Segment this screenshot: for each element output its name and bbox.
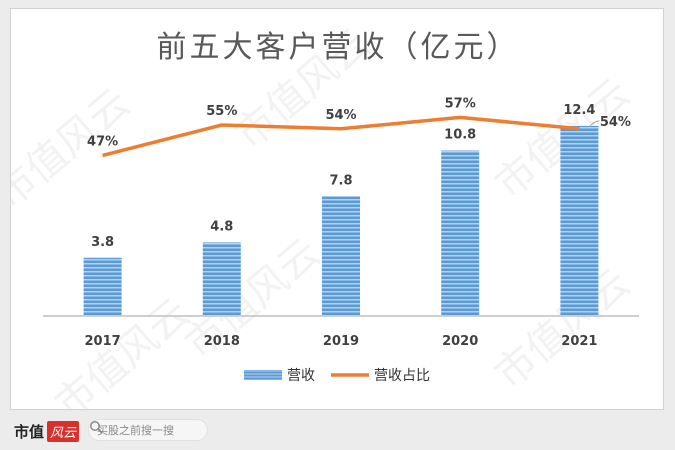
- bar-value-label: 7.8: [329, 173, 352, 188]
- search-placeholder: 买股之前搜一搜: [97, 424, 174, 437]
- search-box[interactable]: 买股之前搜一搜: [88, 419, 208, 441]
- chart-title: 前五大客户营收（亿元）: [157, 30, 520, 65]
- bar: [202, 242, 241, 316]
- bar: [560, 126, 599, 316]
- chart-svg: 市值风云市值风云市值风云市值风云市值风云市值风云 前五大客户营收（亿元） 3.8…: [11, 20, 639, 411]
- legend-label-line: 营收占比: [374, 368, 430, 384]
- line-value-label: 54%: [600, 115, 631, 130]
- chart-card: 市值风云市值风云市值风云市值风云市值风云市值风云 前五大客户营收（亿元） 3.8…: [10, 8, 664, 411]
- legend-swatch-bar: [244, 370, 282, 380]
- line-value-label: 57%: [445, 96, 476, 111]
- watermark-text: 市值风云: [11, 80, 139, 218]
- bar-value-label: 3.8: [91, 235, 114, 250]
- legend: 营收 营收占比: [244, 368, 430, 384]
- line-value-label: 55%: [206, 104, 237, 119]
- line-path: [102, 115, 580, 158]
- footer-bar: 市值 风云 买股之前搜一搜: [0, 412, 675, 450]
- data-labels: 3.8 4.8 7.8 10.8 12.4 47% 55% 54% 57% 54%: [87, 96, 631, 249]
- bar: [83, 257, 122, 316]
- line-value-label: 54%: [325, 108, 356, 123]
- brand-logo: 风云: [47, 420, 80, 442]
- label-leader-line: [589, 120, 600, 128]
- x-tick-label: 2021: [561, 334, 597, 349]
- x-tick-label: 2018: [204, 334, 240, 349]
- bar: [441, 150, 480, 316]
- brand: 市值 风云: [14, 420, 80, 442]
- x-tick-label: 2017: [85, 334, 121, 349]
- x-tick-label: 2020: [442, 334, 478, 349]
- search-icon: [90, 421, 103, 434]
- watermark-text: 市值风云: [47, 290, 199, 411]
- bar-value-label: 4.8: [210, 219, 233, 234]
- bar-value-label: 12.4: [563, 103, 595, 118]
- bar-value-label: 10.8: [444, 128, 476, 143]
- legend-label-bar: 营收: [287, 368, 315, 384]
- x-tick-label: 2019: [323, 334, 359, 349]
- bar: [322, 196, 360, 316]
- bar-series: [83, 126, 599, 316]
- brand-name: 市值: [14, 422, 45, 441]
- x-tick-labels: 2017 2018 2019 2020 2021: [85, 334, 598, 349]
- line-series: [102, 115, 580, 158]
- watermark-text: 市值风云: [177, 230, 329, 368]
- line-value-label: 47%: [87, 134, 118, 149]
